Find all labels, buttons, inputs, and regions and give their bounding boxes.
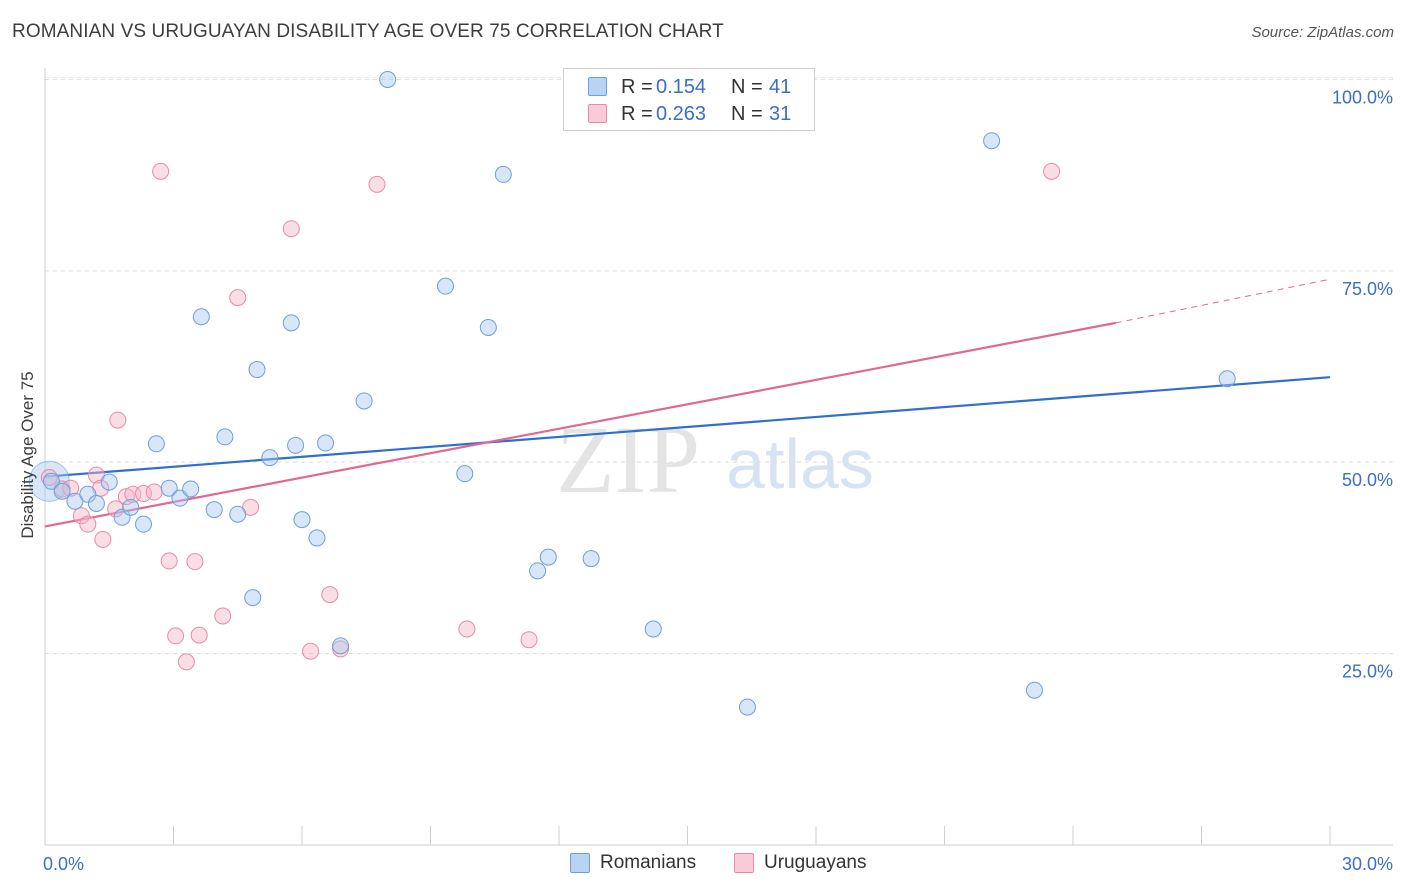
point-uruguayans [214, 607, 232, 625]
point-uruguayans [94, 530, 112, 548]
point-romanians [379, 71, 397, 88]
point-uruguayans [458, 620, 476, 638]
point-romanians [332, 637, 350, 655]
point-romanians [529, 562, 547, 580]
point-uruguayans [321, 586, 339, 604]
point-uruguayans [79, 515, 97, 533]
x-tick-label: 0.0% [43, 854, 84, 874]
bottom-legend-label: Uruguayans [764, 852, 867, 873]
point-romanians [182, 480, 200, 498]
bottom-legend-label: Romanians [600, 852, 697, 873]
legend-swatch-romanians [588, 77, 607, 96]
legend-r-label: R = [621, 103, 653, 125]
point-romanians [122, 498, 140, 516]
point-romanians [293, 511, 311, 529]
point-romanians [1025, 681, 1043, 699]
point-romanians [53, 482, 71, 500]
point-romanians [738, 698, 756, 716]
point-uruguayans [1043, 162, 1061, 180]
point-uruguayans [152, 162, 170, 180]
point-romanians [539, 548, 557, 566]
legend-n-value: 31 [769, 103, 792, 125]
point-romanians [308, 529, 326, 547]
point-romanians [205, 501, 223, 519]
point-uruguayans [302, 642, 320, 660]
point-romanians [248, 361, 266, 379]
point-uruguayans [107, 500, 125, 518]
point-romanians [244, 589, 262, 607]
point-romanians [87, 494, 105, 512]
y-tick-label: 25.0% [1342, 662, 1393, 682]
point-uruguayans [160, 552, 178, 570]
point-romanians [192, 308, 210, 326]
watermark-zip: ZIP [556, 406, 700, 513]
point-romanians [79, 485, 97, 503]
point-romanians [436, 277, 454, 295]
trend-lines [44, 278, 1331, 528]
point-romanians-origin [28, 460, 70, 502]
y-tick-label: 75.0% [1342, 279, 1393, 299]
point-uruguayans [368, 175, 386, 193]
legend-r-value: 0.154 [656, 76, 707, 98]
tick-labels: 25.0% 50.0% 75.0% 100.0% 0.0% 30.0% [43, 88, 1393, 875]
point-uruguayans [145, 483, 163, 501]
point-romanians [456, 465, 474, 483]
point-uruguayans [520, 631, 538, 649]
legend-n-label: N = [731, 103, 763, 125]
point-romanians [287, 436, 305, 454]
legend-r-value: 0.263 [656, 103, 707, 125]
trendline-romanians [44, 376, 1331, 478]
axes [44, 68, 1393, 846]
point-uruguayans [190, 626, 208, 644]
point-romanians [216, 428, 234, 446]
trendline-uruguayans-extension [1115, 278, 1331, 324]
point-romanians [135, 515, 153, 533]
point-romanians [42, 472, 60, 490]
point-romanians [479, 318, 497, 336]
point-romanians [282, 314, 300, 332]
legend-n-label: N = [731, 76, 763, 98]
point-romanians [160, 479, 178, 497]
y-axis-title: Disability Age Over 75 [18, 371, 37, 538]
point-romanians [1218, 370, 1236, 388]
bottom-legend-swatch-romanians [570, 853, 590, 873]
watermark-atlas: atlas [726, 425, 874, 503]
legend-swatch-uruguayans [588, 104, 607, 123]
point-romanians [147, 435, 165, 453]
point-uruguayans [72, 507, 90, 525]
point-romanians [100, 473, 118, 491]
point-romanians [317, 434, 335, 452]
point-uruguayans [135, 485, 153, 503]
bottom-legend-swatch-uruguayans [734, 853, 754, 873]
trendline-uruguayans [44, 321, 1117, 528]
watermark: ZIP atlas [556, 406, 874, 513]
point-romanians [355, 392, 373, 410]
y-tick-label: 50.0% [1342, 470, 1393, 490]
y-tick-label: 100.0% [1332, 88, 1393, 108]
point-romanians [644, 620, 662, 638]
data-points [28, 71, 1236, 716]
point-romanians [582, 550, 600, 568]
point-romanians [261, 449, 279, 467]
point-romanians [494, 165, 512, 183]
point-uruguayans [167, 627, 185, 645]
point-uruguayans [186, 553, 204, 571]
point-uruguayans [117, 488, 135, 506]
point-romanians [983, 132, 1001, 150]
gridlines [45, 77, 1393, 654]
x-tick-label: 30.0% [1342, 854, 1393, 874]
chart-title: ROMANIAN VS URUGUAYAN DISABILITY AGE OVE… [12, 21, 724, 42]
point-uruguayans [229, 289, 247, 307]
correlation-legend: R = 0.154 N = 41 R = 0.263 N = 31 [563, 68, 815, 131]
point-uruguayans [282, 220, 300, 238]
source-label: Source: ZipAtlas.com [1251, 24, 1394, 41]
point-uruguayans [109, 411, 127, 429]
legend-n-value: 41 [769, 76, 792, 98]
point-romanians [113, 508, 131, 526]
legend-r-label: R = [621, 76, 653, 98]
point-romanians [229, 505, 247, 523]
point-uruguayans [177, 653, 195, 671]
